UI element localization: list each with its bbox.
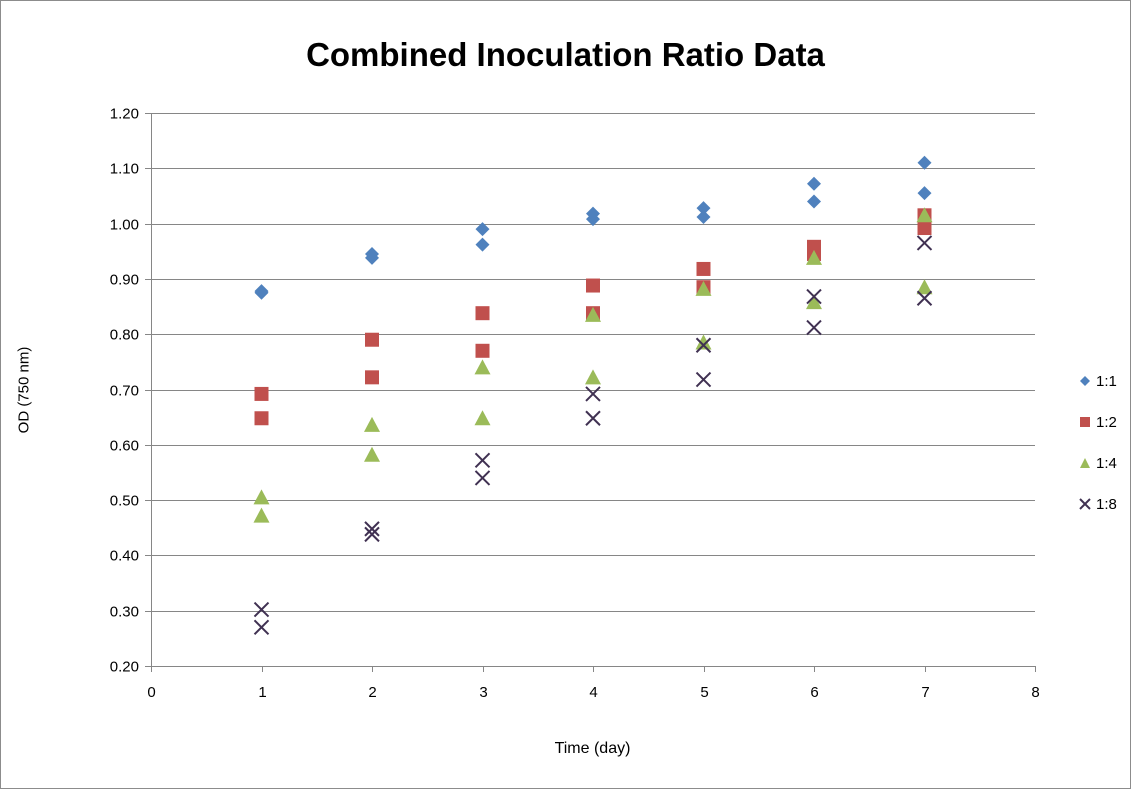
- point-1-1-diamond: [365, 247, 379, 262]
- y-tick-label: 0.30: [110, 604, 139, 621]
- point-1-1-diamond: [254, 284, 269, 299]
- point-1-4-triangle: [253, 507, 270, 523]
- point-1-4-triangle: [364, 416, 380, 432]
- point-1-8-x: [364, 526, 380, 543]
- y-tick-label: 0.40: [110, 548, 139, 565]
- x-tick-label: 6: [810, 684, 818, 701]
- point-1-8-x: [806, 319, 822, 336]
- x-tick-label: 2: [368, 684, 376, 701]
- point-1-2-square: [696, 261, 711, 276]
- point-1-4-triangle: [916, 207, 933, 223]
- point-1-8-x: [695, 371, 712, 388]
- point-1-8-x: [364, 521, 380, 537]
- y-tick-label: 0.20: [110, 659, 139, 676]
- x-axis-title: Time (day): [554, 740, 631, 757]
- point-1-1-diamond: [917, 155, 932, 170]
- y-tick-label: 1.00: [110, 217, 139, 234]
- x-tick-label: 3: [479, 684, 487, 701]
- point-1-1-diamond: [807, 176, 821, 191]
- x-tick-label: 8: [1031, 684, 1039, 701]
- y-tick-label: 0.80: [110, 327, 139, 344]
- point-1-8-x: [585, 410, 601, 426]
- legend-marker-triangle-icon: [1080, 458, 1090, 468]
- y-tick-label: 0.60: [110, 438, 139, 455]
- point-1-4-triangle: [474, 359, 491, 375]
- x-tick-label: 7: [921, 684, 929, 701]
- point-1-8-x: [916, 235, 933, 251]
- point-1-2-square: [586, 278, 600, 293]
- point-1-2-square: [475, 306, 490, 321]
- y-tick-label: 0.90: [110, 272, 139, 289]
- y-tick-label: 1.10: [110, 161, 139, 178]
- legend-marker-square-icon: [1080, 417, 1090, 427]
- point-1-2-square: [254, 386, 269, 401]
- legend-item-1-8: 1:8: [1078, 495, 1117, 513]
- point-1-2-square: [365, 332, 379, 347]
- point-1-2-square: [254, 411, 269, 426]
- point-1-1-diamond: [807, 194, 821, 209]
- legend-marker-diamond-icon: [1080, 376, 1090, 386]
- point-1-4-triangle: [695, 280, 712, 296]
- legend-marker-x-icon: [1079, 498, 1091, 510]
- point-1-2-square: [917, 221, 932, 236]
- point-1-8-x: [916, 290, 933, 306]
- x-tick-label: 0: [147, 684, 155, 701]
- point-1-2-square: [365, 370, 379, 385]
- point-1-8-x: [806, 288, 822, 305]
- legend-item-1-4: 1:4: [1078, 454, 1117, 472]
- point-1-4-triangle: [474, 410, 491, 426]
- point-1-4-triangle: [916, 279, 933, 295]
- point-1-8-x: [695, 337, 712, 353]
- legend-label: 1:2: [1096, 413, 1117, 431]
- legend-item-1-2: 1:2: [1078, 413, 1117, 431]
- point-1-8-x: [474, 470, 491, 486]
- point-1-4-triangle: [253, 489, 270, 505]
- x-tick-label: 4: [589, 684, 597, 701]
- x-tick-label: 1: [258, 684, 266, 701]
- y-tick-label: 0.70: [110, 383, 139, 400]
- point-1-4-triangle: [585, 306, 601, 322]
- point-1-2-square: [475, 343, 490, 358]
- point-1-4-triangle: [695, 334, 712, 350]
- x-tick-label: 5: [700, 684, 708, 701]
- y-axis-title: OD (750 nm): [15, 346, 33, 434]
- point-1-1-diamond: [917, 186, 932, 201]
- legend-label: 1:8: [1096, 495, 1117, 513]
- point-1-8-x: [253, 619, 270, 635]
- point-1-1-diamond: [475, 222, 490, 237]
- point-1-1-diamond: [696, 201, 711, 216]
- point-1-8-x: [585, 386, 601, 402]
- point-1-1-diamond: [475, 237, 490, 252]
- point-1-4-triangle: [806, 249, 822, 265]
- point-1-4-triangle: [364, 446, 380, 462]
- legend-item-1-1: 1:1: [1078, 372, 1117, 390]
- point-1-4-triangle: [585, 369, 601, 385]
- y-tick-label: 1.20: [110, 106, 139, 123]
- point-1-8-x: [253, 601, 270, 618]
- legend-label: 1:1: [1096, 372, 1117, 390]
- point-1-8-x: [474, 452, 491, 468]
- legend-label: 1:4: [1096, 454, 1117, 472]
- point-1-2-square: [807, 239, 821, 254]
- y-tick-label: 0.50: [110, 493, 139, 510]
- chart-title: Combined Inoculation Ratio Data: [306, 36, 825, 73]
- point-1-1-diamond: [586, 206, 600, 221]
- point-1-1-diamond: [696, 209, 711, 224]
- point-1-4-triangle: [806, 294, 822, 310]
